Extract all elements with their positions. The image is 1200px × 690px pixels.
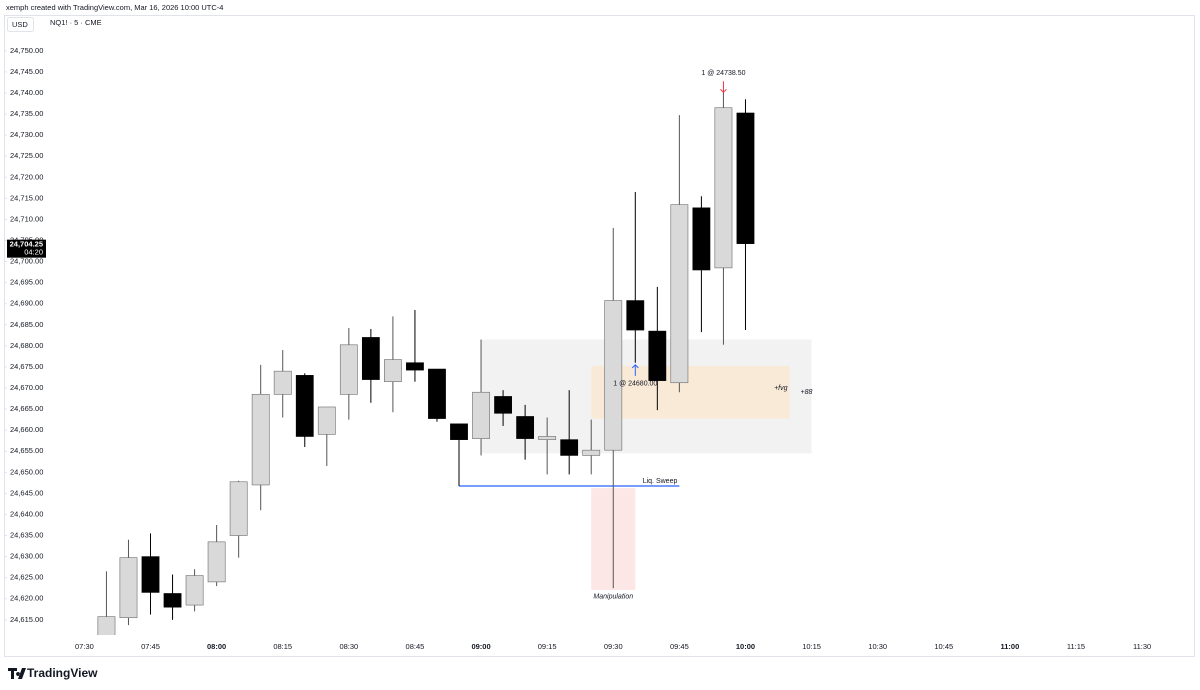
candle-body xyxy=(317,406,336,435)
candle-body xyxy=(273,370,292,395)
candle-body xyxy=(538,436,557,440)
order-arrow xyxy=(720,81,727,94)
x-tick-label: 08:30 xyxy=(339,642,358,651)
y-tick-label: 24,700.00 xyxy=(10,257,43,266)
x-tick-label: 08:00 xyxy=(207,642,226,651)
candle-body xyxy=(185,575,204,606)
candle-body xyxy=(626,300,645,331)
y-tick-label: 24,615.00 xyxy=(10,615,43,624)
candle-body xyxy=(516,416,535,439)
candle-body xyxy=(428,368,446,419)
x-tick-label: 10:15 xyxy=(802,642,821,651)
x-tick-label: 10:45 xyxy=(934,642,953,651)
candle-body xyxy=(714,107,733,269)
x-tick-label: 08:45 xyxy=(406,642,425,651)
candle-body xyxy=(141,556,160,593)
candle-body xyxy=(229,481,248,536)
candle-body xyxy=(604,300,623,451)
y-tick-label: 24,730.00 xyxy=(10,130,43,139)
y-tick-label: 24,635.00 xyxy=(10,531,43,540)
y-tick-label: 24,710.00 xyxy=(10,214,43,223)
candle-body xyxy=(450,423,468,440)
x-tick-label: 09:30 xyxy=(604,642,623,651)
zone-label: Manipulation xyxy=(593,594,633,601)
y-tick-label: 24,630.00 xyxy=(10,552,43,561)
y-tick-label: 24,655.00 xyxy=(10,446,43,455)
y-tick-label: 24,625.00 xyxy=(10,573,43,582)
order-label: 1 @ 24680.00 xyxy=(613,381,657,388)
last-price: 24,704.25 xyxy=(10,240,43,249)
candle-body xyxy=(119,557,138,619)
y-tick-label: 24,645.00 xyxy=(10,488,43,497)
y-tick-label: 24,680.00 xyxy=(10,341,43,350)
x-tick-label: 08:15 xyxy=(273,642,292,651)
y-tick-label: 24,685.00 xyxy=(10,320,43,329)
candle-body xyxy=(736,112,755,244)
y-tick-label: 24,675.00 xyxy=(10,362,43,371)
y-tick-label: 24,715.00 xyxy=(10,193,43,202)
candle-body xyxy=(384,359,402,382)
zone-note: +88 xyxy=(801,389,813,396)
x-tick-label: 09:45 xyxy=(670,642,689,651)
x-tick-label: 10:00 xyxy=(736,642,755,651)
x-tick-label: 09:00 xyxy=(471,642,490,651)
currency-box xyxy=(7,17,34,32)
y-tick-label: 24,665.00 xyxy=(10,404,43,413)
y-tick-label: 24,660.00 xyxy=(10,425,43,434)
candle-body xyxy=(494,396,512,414)
candle-body xyxy=(207,541,226,583)
candle-body xyxy=(582,449,601,456)
x-tick-label: 10:30 xyxy=(868,642,887,651)
y-tick-label: 24,670.00 xyxy=(10,383,43,392)
y-tick-label: 24,720.00 xyxy=(10,172,43,181)
y-tick-label: 24,650.00 xyxy=(10,467,43,476)
last-price-tag xyxy=(7,239,46,258)
order-label: 1 @ 24738.50 xyxy=(701,70,745,77)
candle-body xyxy=(295,375,314,437)
y-tick-label: 24,750.00 xyxy=(10,46,43,55)
credit: xemph created with TradingView.com, Mar … xyxy=(6,3,223,12)
candle-body xyxy=(406,362,424,371)
zone xyxy=(591,365,790,419)
candle-body xyxy=(339,344,358,395)
candle-body xyxy=(97,616,116,635)
candle-body xyxy=(692,207,711,271)
y-tick-label: 24,740.00 xyxy=(10,88,43,97)
countdown: 04:20 xyxy=(24,248,43,257)
y-tick-label: 24,695.00 xyxy=(10,278,43,287)
currency: USD xyxy=(12,20,28,29)
candle-body xyxy=(472,391,490,439)
candle-body xyxy=(361,337,380,380)
y-tick-label: 24,735.00 xyxy=(10,109,43,118)
candle-body xyxy=(560,439,579,456)
y-tick-label: 24,640.00 xyxy=(10,509,43,518)
brand-logo xyxy=(8,668,26,679)
x-tick-label: 07:30 xyxy=(75,642,94,651)
order-arrow xyxy=(631,364,639,376)
brand: TradingView xyxy=(27,666,98,680)
x-tick-label: 09:15 xyxy=(538,642,557,651)
x-tick-label: 07:45 xyxy=(141,642,160,651)
candle-body xyxy=(251,394,270,486)
candle-body xyxy=(648,330,667,381)
y-tick-label: 24,725.00 xyxy=(10,151,43,160)
x-tick-label: 11:15 xyxy=(1067,642,1085,651)
candle-body xyxy=(163,593,182,608)
y-tick-label: 24,745.00 xyxy=(10,67,43,76)
y-tick-label: 24,690.00 xyxy=(10,299,43,308)
zone-label: +fvg xyxy=(774,385,788,392)
x-tick-label: 11:00 xyxy=(1001,642,1020,651)
chart-frame xyxy=(4,15,1195,657)
y-tick-label: 24,620.00 xyxy=(10,594,43,603)
candle-body xyxy=(670,204,689,384)
symbol: NQ1! · 5 · CME xyxy=(50,18,102,27)
x-tick-label: 11:30 xyxy=(1133,642,1151,651)
liquidity-label: Liq. Sweep xyxy=(643,478,678,485)
